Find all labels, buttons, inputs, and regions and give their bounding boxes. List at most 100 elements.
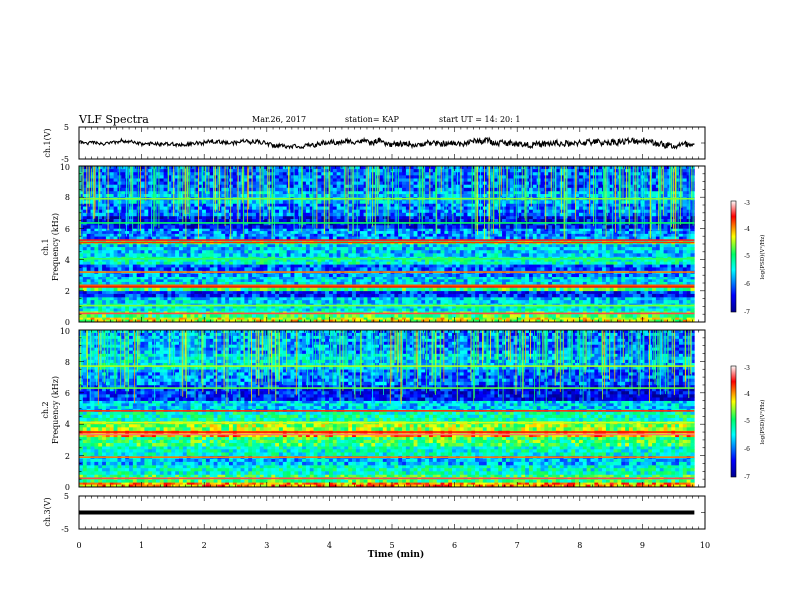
spectrogram-cell: [678, 317, 684, 320]
spectrogram-cell: [425, 279, 430, 283]
spectrogram-cell: [282, 279, 287, 283]
spectrogram-cell: [82, 308, 87, 312]
spectrogram-cell: [686, 317, 691, 320]
spectrogram-cell: [655, 279, 661, 283]
spectrogram-cell: [459, 250, 464, 254]
spectrogram-cell: [198, 250, 203, 254]
spectrogram-cell: [598, 314, 603, 318]
spectrogram-cell: [367, 287, 372, 292]
spectrogram-cell: [567, 264, 572, 268]
spectrogram-cell: [186, 253, 191, 257]
spectrogram-cell: [236, 276, 241, 280]
spectrogram-cell: [321, 287, 326, 292]
spectrogram-cell: [340, 279, 345, 283]
spectrogram-cell: [248, 250, 253, 254]
spectrogram-cell: [498, 261, 503, 265]
spectrogram-cell: [521, 261, 526, 265]
spectrogram-cell: [505, 300, 511, 304]
spectrogram-cell: [467, 319, 472, 323]
spectrogram-cell: [544, 256, 549, 260]
spectrogram-cell: [340, 290, 345, 295]
spectrogram-cell: [175, 264, 180, 268]
spectrogram-cell: [317, 305, 322, 309]
spectrogram-cell: [613, 279, 618, 283]
spectrogram-cell: [94, 264, 99, 268]
spectrogram-cell: [109, 290, 114, 295]
spectrogram-cell: [671, 250, 676, 254]
spectrogram-cell: [340, 317, 345, 320]
spectrogram-cell: [109, 303, 114, 307]
spectrogram-cell: [548, 305, 553, 309]
spectrogram-cell: [663, 244, 668, 248]
spectrogram-cell: [594, 305, 599, 309]
spectrogram-cell: [232, 303, 237, 307]
spectrogram-cell: [663, 305, 668, 309]
spectrogram-cell: [486, 244, 491, 248]
spectrogram-cell: [386, 228, 391, 232]
spectrogram-cell: [121, 264, 126, 268]
spectrogram-cell: [502, 297, 507, 301]
spectrogram-cell: [271, 279, 276, 283]
spectrogram-cell: [575, 279, 580, 283]
spectrogram-cell: [444, 290, 449, 295]
spectrogram-cell: [444, 314, 449, 318]
spectrogram-cell: [475, 290, 480, 295]
spectrogram-cell: [513, 228, 518, 232]
spectrogram-cell: [148, 297, 153, 301]
spectrogram-cell: [432, 293, 437, 298]
spectrogram-cell: [309, 293, 314, 298]
spectrogram-cell: [155, 250, 161, 254]
spectrogram-cell: [486, 290, 491, 295]
spectrogram-cell: [671, 273, 676, 278]
spectrogram-cell: [602, 314, 607, 318]
spectrogram-cell: [486, 281, 491, 285]
spectrogram-cell: [317, 317, 322, 320]
spectrogram-cell: [90, 261, 95, 265]
spectrogram-cell: [682, 261, 687, 265]
spectrogram-cell: [455, 281, 461, 285]
spectrogram-cell: [125, 319, 130, 323]
spectrogram-cell: [459, 261, 464, 265]
spectrogram-cell: [582, 314, 587, 318]
spectrogram-cell: [155, 253, 161, 257]
spectrogram-cell: [428, 293, 434, 298]
spectrogram-cell: [409, 319, 414, 323]
spectrogram-cell: [471, 279, 476, 283]
spectrogram-cell: [255, 297, 261, 301]
spectrogram-cell: [509, 297, 514, 301]
spectrogram-cell: [567, 256, 572, 260]
spectrogram-cell: [217, 273, 222, 278]
spectrogram-cell: [478, 247, 484, 251]
spectrogram-cell: [90, 244, 95, 248]
spectrogram-cell: [417, 256, 422, 260]
spectrogram-cell: [271, 303, 276, 307]
spectrogram-cell: [159, 303, 164, 307]
spectrogram-cell: [571, 256, 576, 260]
spectrogram-cell: [163, 250, 168, 254]
spectrogram-cell: [236, 253, 241, 257]
spectrogram-cell: [613, 244, 618, 248]
spectrogram-cell: [267, 314, 272, 318]
spectrogram-cell: [494, 261, 499, 265]
spectrogram-cell: [352, 300, 357, 304]
spectrogram-cell: [90, 305, 95, 309]
spectrogram-cell: [155, 300, 161, 304]
spectrogram-cell: [355, 244, 361, 248]
spectrogram-cell: [536, 314, 541, 318]
spectrogram-cell: [286, 253, 291, 257]
spectrogram-cell: [267, 303, 272, 307]
spectrogram-cell: [79, 287, 84, 292]
spectrogram-cell: [309, 256, 314, 260]
spectrogram-cell: [128, 259, 134, 262]
spectrogram-cell: [494, 290, 499, 295]
spectrogram-cell: [98, 253, 103, 257]
spectrogram-cell: [436, 267, 441, 271]
spectrogram-cell: [144, 300, 149, 304]
spectrogram-cell: [536, 290, 541, 295]
spectrogram-cell: [82, 281, 87, 285]
spectrogram-cell: [309, 253, 314, 257]
spectrogram-cell: [532, 267, 537, 271]
spectrogram-cell: [248, 253, 253, 257]
ch1-ylabel: ch.1(V): [43, 128, 52, 157]
spectrogram-cell: [271, 250, 276, 254]
